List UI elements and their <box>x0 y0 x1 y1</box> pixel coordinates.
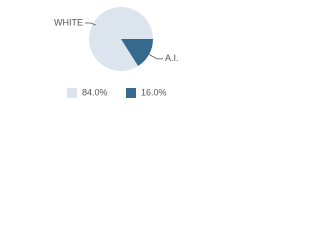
pie-slice <box>121 39 153 67</box>
leader-line <box>146 52 163 60</box>
legend-swatch <box>126 88 136 98</box>
leader-line <box>85 22 96 26</box>
chart: WHITE A.I. 84.0% 16.0% <box>54 6 179 98</box>
slice-label: A.I. <box>165 53 179 63</box>
legend-label: 16.0% <box>141 87 167 97</box>
legend-swatch <box>67 88 77 98</box>
pie-slice <box>89 6 153 71</box>
slice-label: WHITE <box>54 17 83 27</box>
legend-label: 84.0% <box>82 87 108 97</box>
